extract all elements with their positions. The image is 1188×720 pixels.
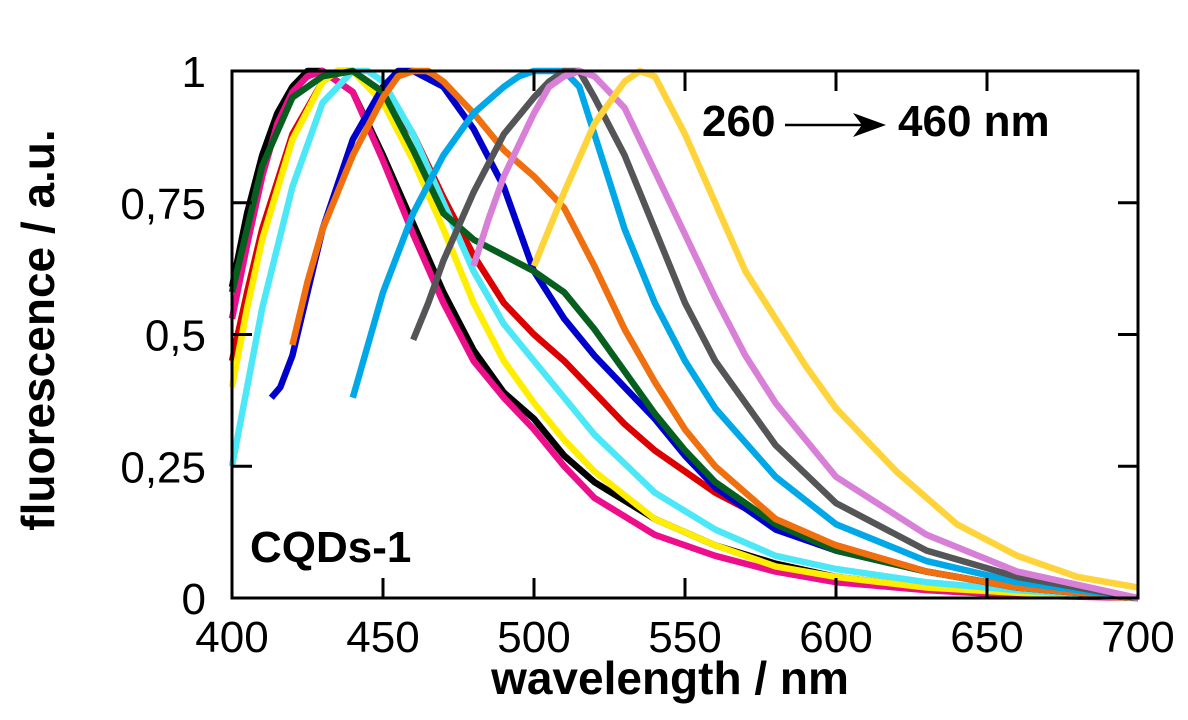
sample-label: CQDs-1 (250, 523, 411, 572)
x-tick-label: 650 (950, 613, 1023, 662)
arrow-right-icon (853, 113, 886, 137)
series-line-4 (228, 67, 1139, 602)
y-axis-title: fluorescence / a.u. (12, 129, 64, 530)
y-tick-label: 0,75 (120, 180, 206, 229)
y-tick-label: 0 (182, 575, 206, 624)
series-line-5 (228, 67, 1139, 602)
x-tick-label: 550 (648, 613, 721, 662)
x-tick-label: 700 (1101, 613, 1174, 662)
x-tick-label: 600 (799, 613, 872, 662)
y-tick-label: 0,25 (120, 443, 206, 492)
series-line-9 (349, 67, 1139, 602)
x-tick-label: 450 (346, 613, 419, 662)
series-line-12 (530, 67, 1139, 591)
tick-labels: 400 450 500 550 600 650 700 0 0,25 0,5 0,75 1 (120, 48, 1174, 662)
y-tick-label: 0,5 (145, 312, 206, 361)
series-line-10 (410, 67, 1139, 602)
series-line-7 (228, 67, 1139, 602)
series-line-8 (289, 67, 1139, 602)
x-axis-title: wavelength / nm (490, 652, 849, 704)
range-end-label: 460 nm (898, 97, 1050, 146)
range-start-label: 260 (702, 97, 775, 146)
series-line-11 (470, 67, 1139, 602)
x-tick-label: 500 (497, 613, 570, 662)
y-tick-label: 1 (182, 48, 206, 97)
x-tick-label: 400 (195, 613, 268, 662)
ticks-layer (232, 71, 1138, 598)
excitation-range-annotation: 260 460 nm (702, 97, 1050, 146)
series-layer (228, 67, 1139, 602)
